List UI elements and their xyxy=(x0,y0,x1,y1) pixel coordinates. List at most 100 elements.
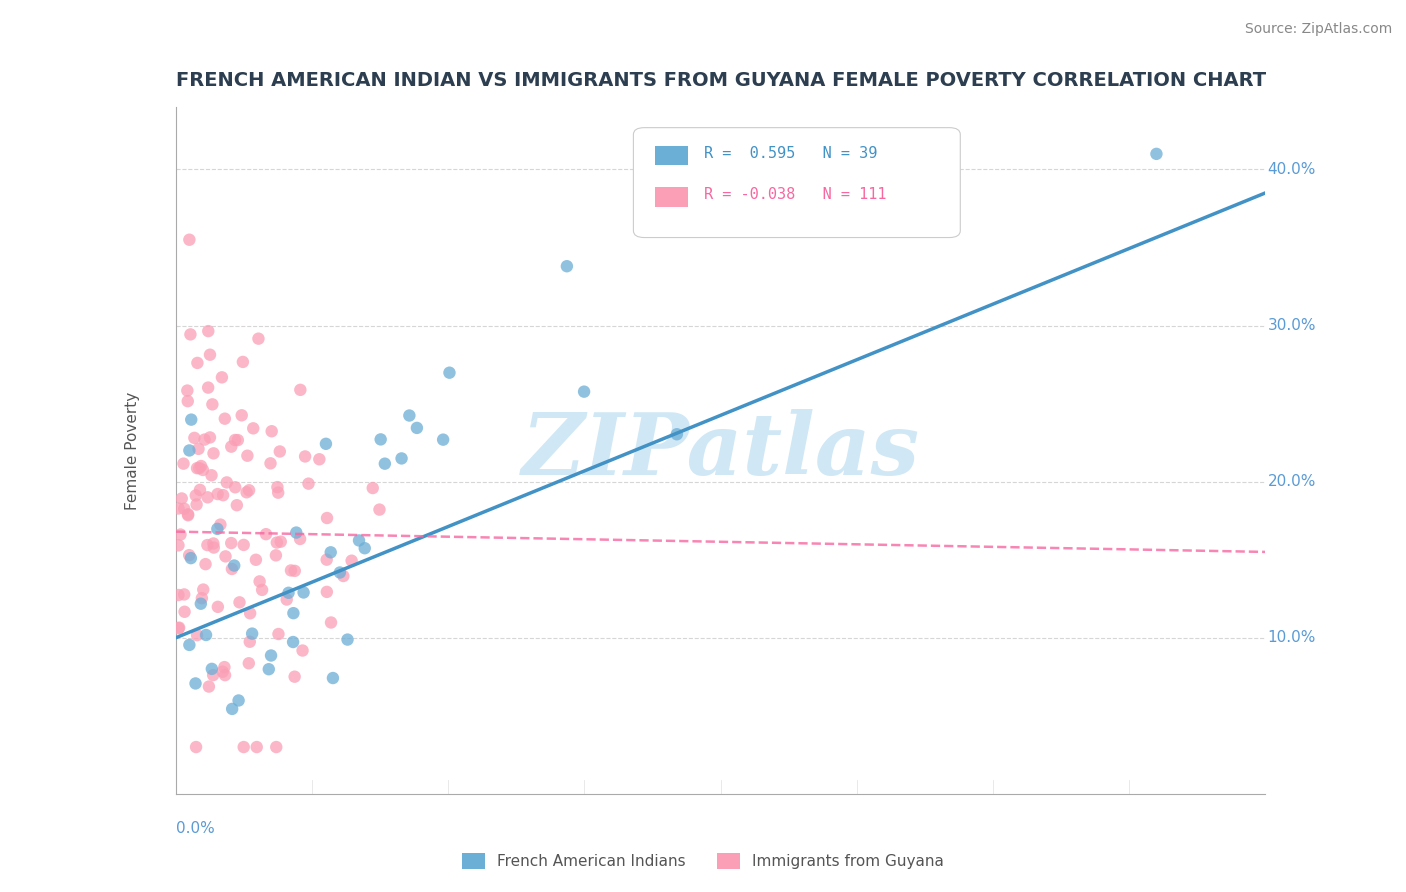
Point xyxy=(336,632,359,647)
Point xyxy=(197,491,219,505)
Point xyxy=(201,397,224,411)
Point xyxy=(214,549,236,564)
Point xyxy=(190,597,212,611)
Point xyxy=(267,485,290,500)
Point xyxy=(285,525,308,540)
Point xyxy=(184,676,207,690)
Point xyxy=(232,538,254,552)
Point xyxy=(763,209,786,223)
Point xyxy=(191,591,214,606)
Point xyxy=(184,740,207,755)
Point xyxy=(361,481,384,495)
Text: ZIPatlas: ZIPatlas xyxy=(522,409,920,492)
Point xyxy=(235,485,257,500)
Point xyxy=(200,468,222,483)
Point xyxy=(214,660,236,674)
Point xyxy=(177,394,200,409)
Text: R = -0.038   N = 111: R = -0.038 N = 111 xyxy=(704,187,887,202)
Text: 30.0%: 30.0% xyxy=(1268,318,1316,333)
Point xyxy=(173,457,195,471)
Point xyxy=(232,740,254,755)
Point xyxy=(225,498,247,512)
Point xyxy=(347,533,370,548)
Point xyxy=(180,412,202,426)
Point xyxy=(214,668,236,682)
Point xyxy=(167,621,190,635)
Point xyxy=(245,553,267,567)
Point xyxy=(184,488,207,502)
Point xyxy=(292,585,315,599)
Point xyxy=(224,433,246,447)
Point xyxy=(238,657,260,671)
Text: 40.0%: 40.0% xyxy=(1268,162,1316,177)
Point xyxy=(315,585,337,599)
Point xyxy=(391,451,413,466)
Point xyxy=(179,638,201,652)
Point xyxy=(297,476,319,491)
Point xyxy=(167,621,190,635)
Point xyxy=(214,411,236,425)
Point xyxy=(315,552,337,566)
Point xyxy=(260,424,283,438)
Point xyxy=(269,444,291,458)
Point xyxy=(190,458,212,473)
Point xyxy=(167,588,190,602)
Point xyxy=(374,457,396,471)
Point xyxy=(219,536,242,550)
Point xyxy=(398,409,420,423)
Point xyxy=(207,487,229,501)
Point xyxy=(197,324,219,338)
Text: FRENCH AMERICAN INDIAN VS IMMIGRANTS FROM GUYANA FEMALE POVERTY CORRELATION CHAR: FRENCH AMERICAN INDIAN VS IMMIGRANTS FRO… xyxy=(176,71,1265,90)
Point xyxy=(173,501,195,516)
Point xyxy=(239,634,262,648)
Point xyxy=(290,383,312,397)
Point xyxy=(173,587,195,601)
Point xyxy=(353,541,375,556)
Point xyxy=(276,592,298,607)
Point xyxy=(197,538,219,552)
Point xyxy=(284,670,307,684)
Point xyxy=(250,582,273,597)
Point xyxy=(439,366,461,380)
Point xyxy=(169,527,191,541)
Point xyxy=(284,564,307,578)
Point xyxy=(195,628,218,642)
Point xyxy=(221,562,243,576)
Point xyxy=(257,662,280,676)
Point xyxy=(281,635,304,649)
Point xyxy=(291,643,314,657)
Text: Source: ZipAtlas.com: Source: ZipAtlas.com xyxy=(1244,22,1392,37)
Point xyxy=(370,433,392,447)
Point xyxy=(264,740,287,755)
Point xyxy=(197,381,219,395)
Point xyxy=(238,483,260,498)
Point xyxy=(308,452,330,467)
Legend: French American Indians, Immigrants from Guyana: French American Indians, Immigrants from… xyxy=(456,847,950,875)
Point xyxy=(1144,146,1167,161)
Point xyxy=(277,586,299,600)
Point xyxy=(202,668,225,682)
Point xyxy=(167,501,190,516)
Point xyxy=(316,511,339,525)
Point xyxy=(406,421,429,435)
Point xyxy=(186,498,208,512)
Point xyxy=(319,545,342,559)
Point xyxy=(315,437,337,451)
Point xyxy=(211,370,233,384)
Point xyxy=(186,628,208,642)
Text: 20.0%: 20.0% xyxy=(1268,475,1316,489)
Point xyxy=(198,680,221,694)
Point xyxy=(340,554,363,568)
Point xyxy=(207,599,229,614)
Point xyxy=(266,480,288,494)
Point xyxy=(198,348,221,362)
Point xyxy=(332,569,354,583)
Bar xyxy=(655,146,688,165)
Point xyxy=(236,449,259,463)
Point xyxy=(215,475,238,490)
Point xyxy=(202,446,225,460)
Point xyxy=(198,430,221,444)
Point xyxy=(201,662,224,676)
Point xyxy=(188,483,211,497)
Point xyxy=(179,443,201,458)
